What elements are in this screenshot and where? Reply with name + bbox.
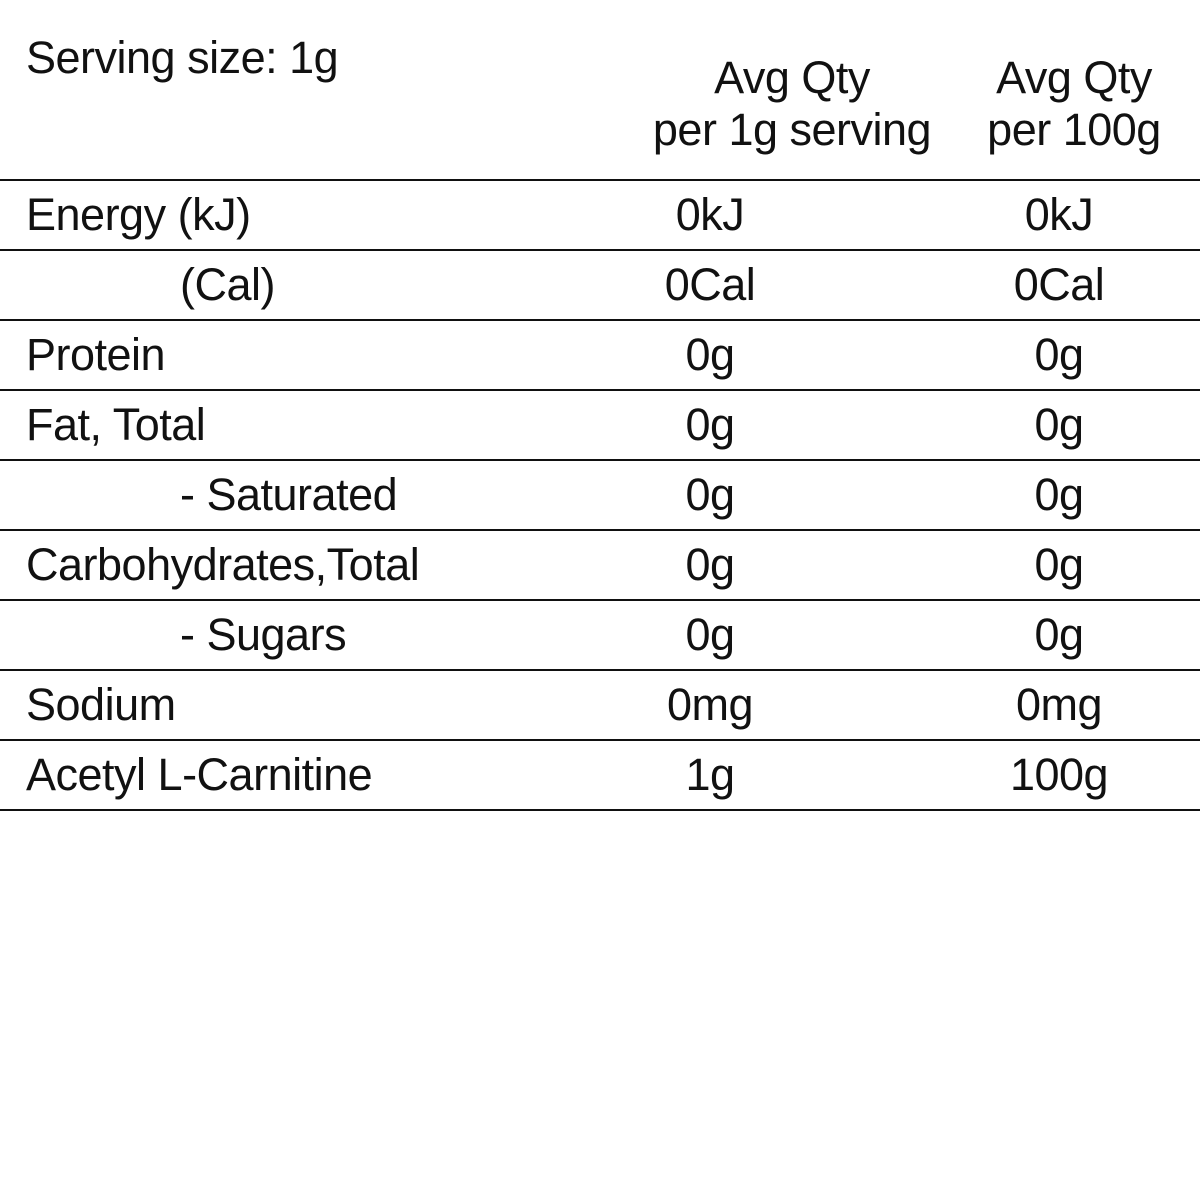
per-serving-value: 0mg: [550, 669, 870, 741]
table-row: Fat, Total 0g 0g: [0, 389, 1200, 461]
table-row: Carbohydrates,Total 0g 0g: [0, 529, 1200, 601]
per-serving-value: 0g: [550, 319, 870, 391]
per-100g-value: 0kJ: [918, 179, 1200, 251]
table-row: - Sugars 0g 0g: [0, 599, 1200, 671]
column-header-per-serving: Avg Qty per 1g serving: [632, 52, 952, 156]
per-serving-value: 0g: [550, 599, 870, 671]
serving-size: Serving size: 1g: [26, 32, 339, 83]
per-100g-value: 0g: [918, 319, 1200, 391]
per-100g-value: 0mg: [918, 669, 1200, 741]
column-header-line: per 100g: [987, 104, 1161, 155]
table-row: - Saturated 0g 0g: [0, 459, 1200, 531]
table-row: Sodium 0mg 0mg: [0, 669, 1200, 741]
per-serving-value: 1g: [550, 739, 870, 811]
per-serving-value: 0kJ: [550, 179, 870, 251]
nutrient-label: - Saturated: [0, 459, 598, 531]
nutrient-label: Carbohydrates,Total: [0, 529, 598, 601]
column-header-per-100g: Avg Qty per 100g: [914, 52, 1200, 156]
per-serving-value: 0Cal: [550, 249, 870, 321]
per-100g-value: 0g: [918, 459, 1200, 531]
nutrient-label: Fat, Total: [0, 389, 598, 461]
nutrient-label: Acetyl L-Carnitine: [0, 739, 598, 811]
table-row: Acetyl L-Carnitine 1g 100g: [0, 739, 1200, 811]
per-100g-value: 0g: [918, 389, 1200, 461]
nutrient-label: - Sugars: [0, 599, 598, 671]
column-header-line: Avg Qty: [996, 52, 1152, 103]
table-row: Protein 0g 0g: [0, 319, 1200, 391]
per-100g-value: 0g: [918, 599, 1200, 671]
per-100g-value: 100g: [918, 739, 1200, 811]
nutrition-table: Energy (kJ) 0kJ 0kJ (Cal) 0Cal 0Cal Protein 0g 0…: [0, 179, 1200, 811]
per-serving-value: 0g: [550, 459, 870, 531]
per-100g-value: 0Cal: [918, 249, 1200, 321]
column-header-line: per 1g serving: [652, 104, 932, 155]
nutrient-label: Energy (kJ): [0, 179, 598, 251]
per-100g-value: 0g: [918, 529, 1200, 601]
table-row: Energy (kJ) 0kJ 0kJ: [0, 179, 1200, 251]
per-serving-value: 0g: [550, 389, 870, 461]
nutrient-label: Protein: [0, 319, 598, 391]
nutrient-label: (Cal): [0, 249, 598, 321]
nutrient-label: Sodium: [0, 669, 598, 741]
per-serving-value: 0g: [550, 529, 870, 601]
table-row: (Cal) 0Cal 0Cal: [0, 249, 1200, 321]
column-header-line: Avg Qty: [714, 52, 870, 103]
